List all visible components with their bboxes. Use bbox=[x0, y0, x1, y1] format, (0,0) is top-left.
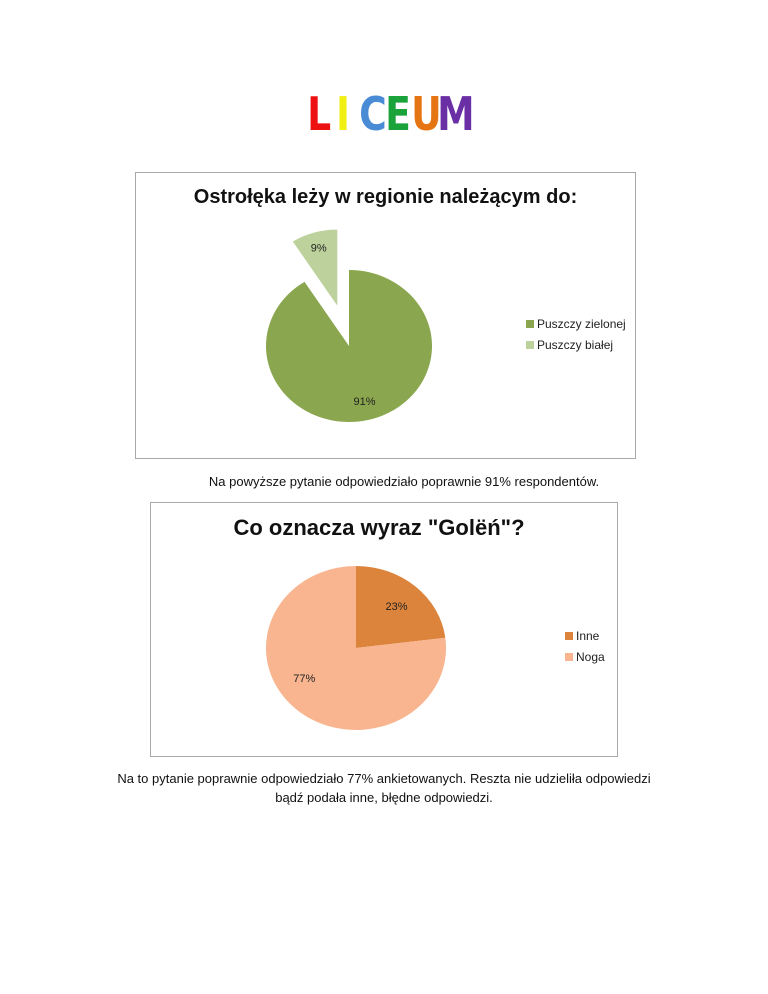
caption-2-line-1: Na to pytanie poprawnie odpowiedziało 77… bbox=[117, 771, 651, 786]
legend-swatch bbox=[526, 319, 534, 328]
legend-item: Puszczy zielonej bbox=[526, 313, 626, 334]
logo-letter: U bbox=[411, 87, 442, 141]
chart-1: Ostrołęka leży w regionie należącym do: … bbox=[135, 172, 636, 459]
caption-1: Na powyższe pytanie odpowiedziało popraw… bbox=[208, 474, 600, 489]
legend-swatch bbox=[526, 340, 534, 349]
chart-2-legend: Inne Noga bbox=[565, 625, 605, 667]
logo-letter: M bbox=[437, 87, 475, 141]
chart-2-title: Co oznacza wyraz "Golëń"? bbox=[233, 515, 525, 540]
chart-1-title: Ostrołęka leży w regionie należącym do: bbox=[193, 186, 578, 208]
pie-slice-puszczy-białej bbox=[292, 229, 338, 306]
legend-item: Noga bbox=[565, 646, 605, 667]
legend-swatch bbox=[565, 652, 573, 661]
legend-swatch bbox=[565, 631, 573, 640]
chart-1-pie: 91% 9% bbox=[266, 229, 433, 422]
logo-letter: I bbox=[335, 87, 351, 141]
chart-1-legend: Puszczy zielonej Puszczy białej bbox=[526, 313, 626, 355]
data-label: 9% bbox=[311, 242, 327, 254]
pie-slice-puszczy-zielonej bbox=[266, 270, 433, 422]
chart-2-pie: 23% 77% bbox=[266, 566, 446, 730]
data-label: 91% bbox=[353, 396, 375, 408]
pie-slice-inne bbox=[356, 566, 446, 648]
data-label: 77% bbox=[293, 673, 315, 685]
legend-label: Puszczy białej bbox=[537, 337, 614, 352]
logo-letter: E bbox=[385, 87, 411, 141]
legend-label: Noga bbox=[576, 649, 605, 664]
legend-item: Inne bbox=[565, 625, 605, 646]
legend-label: Inne bbox=[576, 628, 600, 643]
caption-2: Na to pytanie poprawnie odpowiedziało 77… bbox=[0, 769, 768, 807]
pie-slice-noga bbox=[266, 566, 446, 730]
logo-letter: C bbox=[359, 87, 387, 141]
chart-2: Co oznacza wyraz "Golëń"? 23% 77% Inne No… bbox=[150, 502, 618, 757]
data-label: 23% bbox=[385, 601, 407, 613]
legend-label: Puszczy zielonej bbox=[537, 316, 626, 331]
logo-letter: L bbox=[307, 87, 332, 141]
caption-2-line-2: bądź podała inne, błędne odpowiedzi. bbox=[275, 790, 493, 805]
legend-item: Puszczy białej bbox=[526, 334, 626, 355]
